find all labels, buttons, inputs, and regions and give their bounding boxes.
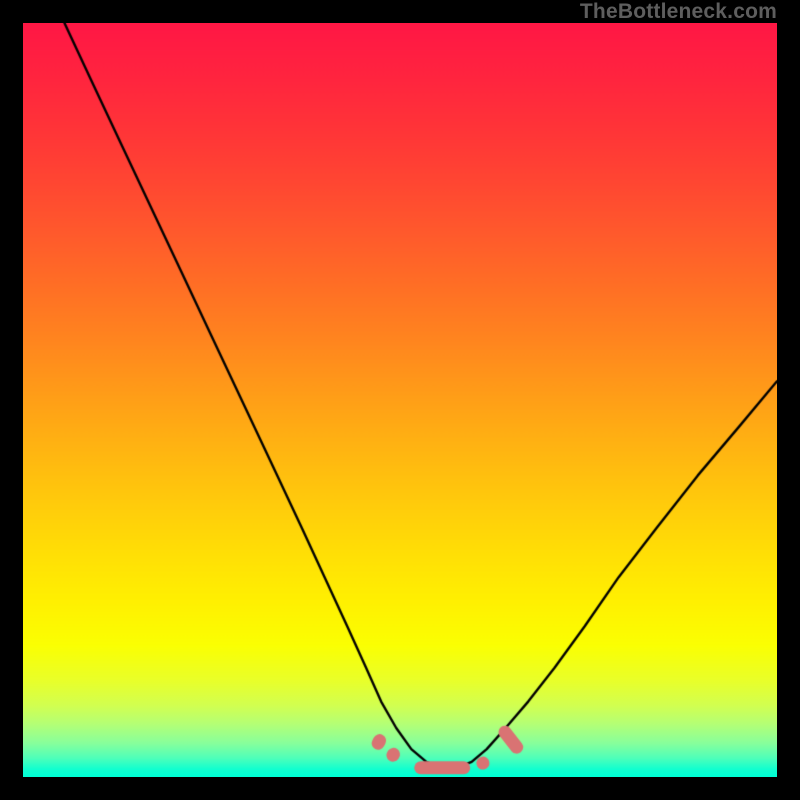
watermark-text: TheBottleneck.com <box>580 0 777 24</box>
plot-area <box>23 23 777 777</box>
bottleneck-curve <box>23 23 777 777</box>
